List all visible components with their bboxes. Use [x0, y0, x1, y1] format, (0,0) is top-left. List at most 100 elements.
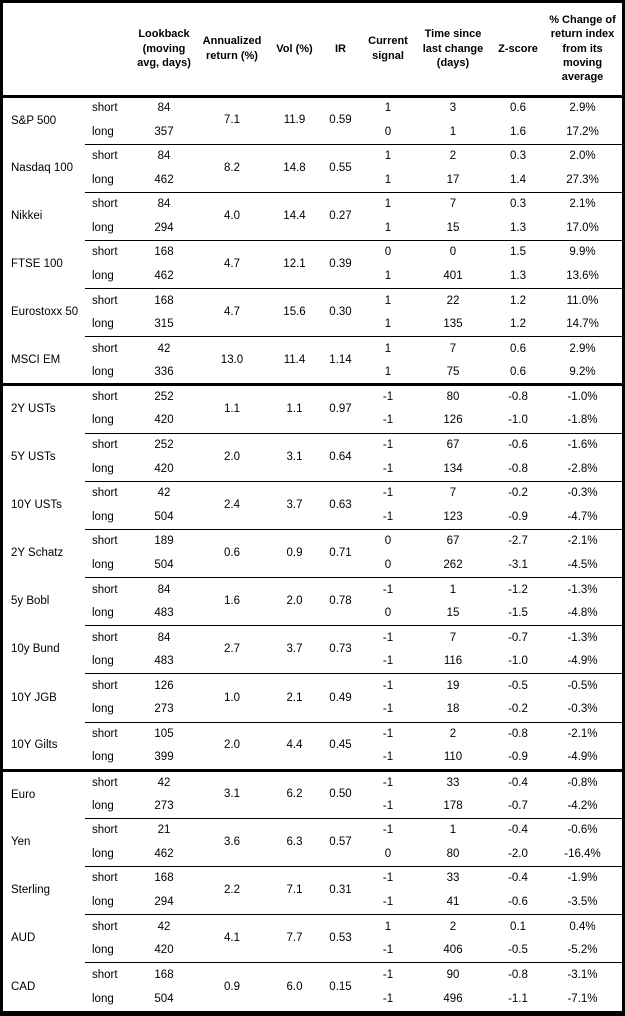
- annualized-return-value: 2.0: [193, 722, 271, 772]
- ir-value: 0.59: [318, 96, 363, 145]
- current-signal-value: -1: [363, 890, 413, 916]
- header-pct-change: % Change of return index from its moving…: [543, 3, 622, 98]
- time-since-change-value: 22: [446, 294, 460, 307]
- pct-change-value: -1.6%: [567, 439, 598, 452]
- current-signal-value: 0: [363, 601, 413, 627]
- ir-value: 0.39: [318, 240, 363, 290]
- pct-change-value: 2.9%: [569, 342, 596, 355]
- current-signal-value: 1: [384, 920, 392, 933]
- time-since-change-value: 7: [449, 631, 457, 644]
- annualized-return-value: 2.0: [193, 433, 271, 482]
- lookback-value: 105: [154, 728, 174, 740]
- vol-value: 3.7: [271, 481, 318, 530]
- asset-name: MSCI EM: [3, 336, 85, 387]
- current-signal-value: -1: [363, 505, 413, 530]
- z-score-value: -0.4: [508, 872, 528, 885]
- time-since-change-value: 0: [449, 246, 457, 259]
- pct-change-value: -4.2%: [543, 794, 622, 819]
- horizon-label: long: [85, 120, 135, 145]
- current-signal-value: -1: [382, 631, 394, 644]
- time-since-change-value: 18: [413, 697, 493, 723]
- asset-name: FTSE 100: [11, 258, 63, 271]
- ir-value: 0.55: [318, 144, 363, 193]
- time-since-change-value: 126: [413, 409, 493, 434]
- header-current-signal: Current signal: [363, 3, 413, 98]
- vol-value: 11.9: [271, 96, 318, 145]
- horizon-label: short: [92, 968, 118, 981]
- asset-row-short: MSCI EM short 42 13.0 11.4 1.14 1 7 0.6 2.9%: [3, 336, 622, 387]
- horizon-label: short: [92, 776, 118, 789]
- lookback-value: 273: [135, 697, 193, 723]
- time-since-change-value: 116: [413, 649, 493, 675]
- horizon-label: long: [85, 697, 135, 723]
- ir-value: 0.27: [318, 192, 363, 241]
- z-score-value: -0.6: [508, 439, 528, 452]
- z-score-value: -0.4: [508, 824, 528, 837]
- ir-value: 0.45: [318, 722, 363, 772]
- horizon-label: long: [85, 505, 135, 530]
- lookback-value: 252: [154, 391, 174, 404]
- lookback-value: 483: [135, 649, 193, 675]
- current-signal-value: -1: [382, 872, 394, 885]
- horizon-label: long: [85, 746, 135, 772]
- lookback-value: 168: [154, 246, 174, 259]
- z-score-value: -2.7: [508, 535, 528, 548]
- z-score-value: 0.6: [493, 360, 543, 387]
- trend-signal-table: Lookback (moving avg, days) Annualized r…: [3, 3, 622, 1011]
- lookback-value: 357: [135, 120, 193, 145]
- lookback-value: 273: [135, 794, 193, 819]
- current-signal-value: -1: [363, 457, 413, 482]
- horizon-label: long: [85, 938, 135, 964]
- z-score-value: -0.8: [508, 728, 528, 740]
- asset-row-long: long 483 -1 116 -1.0 -4.9%: [3, 649, 622, 675]
- annualized-return-value: 3.6: [193, 818, 271, 868]
- z-score-value: 1.4: [493, 168, 543, 193]
- asset-name: Sterling: [11, 884, 50, 897]
- time-since-change-value: 7: [449, 198, 457, 211]
- current-signal-value: 1: [363, 168, 413, 193]
- time-since-change-value: 135: [413, 312, 493, 338]
- time-since-change-value: 15: [413, 601, 493, 627]
- annualized-return-value: 1.0: [193, 673, 271, 723]
- z-score-value: -0.5: [493, 938, 543, 964]
- current-signal-value: 0: [384, 535, 392, 548]
- asset-row-short: AUD short 42 4.1 7.7 0.53 1 2 0.1 0.4%: [3, 914, 622, 964]
- horizon-label: long: [92, 992, 114, 1005]
- ir-value: 0.78: [318, 577, 363, 627]
- horizon-label: long: [85, 312, 135, 338]
- current-signal-value: 1: [363, 216, 413, 241]
- vol-value: 1.1: [271, 384, 318, 434]
- asset-row-long: long 420 -1 126 -1.0 -1.8%: [3, 409, 622, 434]
- current-signal-value: 0: [363, 553, 413, 579]
- annualized-return-value: 4.1: [193, 914, 271, 964]
- pct-change-value: 17.0%: [543, 216, 622, 241]
- horizon-label: long: [85, 649, 135, 675]
- pct-change-value: 9.2%: [543, 360, 622, 387]
- pct-change-value: 17.2%: [543, 120, 622, 145]
- lookback-value: 84: [157, 102, 171, 115]
- annualized-return-value: 13.0: [193, 336, 271, 387]
- horizon-label: short: [92, 824, 118, 837]
- asset-name: 5Y USTs: [11, 450, 56, 463]
- pct-change-value: -16.4%: [543, 842, 622, 868]
- horizon-label: short: [92, 679, 118, 692]
- horizon-label: short: [92, 487, 118, 500]
- annualized-return-value: 1.6: [193, 577, 271, 627]
- pct-change-value: -7.1%: [567, 992, 598, 1005]
- asset-row-short: 2Y Schatz short 189 0.6 0.9 0.71 0 67 -2.7 -2.1%: [3, 529, 622, 579]
- time-since-change-value: 134: [413, 457, 493, 482]
- asset-name: Nasdaq 100: [11, 161, 74, 174]
- ir-value: 0.30: [318, 288, 363, 338]
- asset-row-long: long 504 -1 123 -0.9 -4.7%: [3, 505, 622, 530]
- lookback-value: 42: [157, 342, 171, 355]
- z-score-value: -0.7: [493, 794, 543, 819]
- current-signal-value: 1: [384, 150, 392, 163]
- time-since-change-value: 401: [413, 264, 493, 290]
- asset-row-long: long 315 1 135 1.2 14.7%: [3, 312, 622, 338]
- lookback-value: 42: [157, 920, 171, 933]
- horizon-label: short: [92, 342, 118, 355]
- lookback-value: 462: [135, 264, 193, 290]
- asset-row-short: Sterling short 168 2.2 7.1 0.31 -1 33 -0.4 -1.9%: [3, 866, 622, 916]
- asset-row-long: long 399 -1 110 -0.9 -4.9%: [3, 746, 622, 772]
- time-since-change-value: 67: [446, 535, 460, 548]
